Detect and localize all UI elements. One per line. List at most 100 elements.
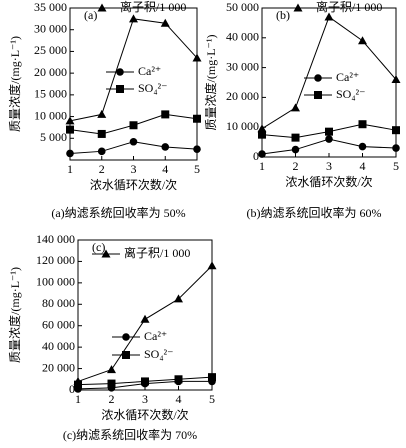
data-point xyxy=(97,129,106,138)
legend-label: Ca²⁺ xyxy=(138,64,161,78)
y-tick-label: 40 000 xyxy=(42,339,75,353)
data-point xyxy=(107,365,116,374)
data-point xyxy=(66,149,74,158)
y-tick-label: 120 000 xyxy=(36,253,75,267)
legend-marker xyxy=(122,351,130,359)
data-point xyxy=(192,53,202,62)
legend-label: SO₄²⁻ xyxy=(336,87,365,101)
legend-marker xyxy=(293,3,303,12)
y-tick-label: 25 000 xyxy=(34,43,67,57)
data-point xyxy=(257,124,267,133)
caption: (c)纳滤系统回收率为 70% xyxy=(63,427,197,442)
data-point xyxy=(129,137,138,146)
y-tick-label: 140 000 xyxy=(36,232,75,246)
data-point xyxy=(140,314,150,323)
legend-marker xyxy=(122,333,130,341)
y-tick-label: 100 000 xyxy=(36,275,75,289)
data-point xyxy=(129,121,138,130)
panel-label: (a) xyxy=(84,8,97,22)
data-point xyxy=(97,147,106,156)
legend-label: 离子积/1 000 xyxy=(124,245,190,260)
data-point xyxy=(160,18,170,27)
data-point xyxy=(141,377,149,386)
legend-label: SO₄²⁻ xyxy=(144,347,173,361)
caption: (b)纳滤系统回收率为 60% xyxy=(247,205,382,220)
data-point xyxy=(208,373,216,382)
legend-marker xyxy=(314,74,322,82)
y-axis-label: 质量浓度/(mg·L⁻¹) xyxy=(7,36,22,132)
legend-label: Ca²⁺ xyxy=(336,70,359,84)
data-point xyxy=(193,145,201,153)
data-point xyxy=(65,116,75,125)
x-axis-label: 浓水循环次数/次 xyxy=(285,174,372,189)
y-tick-label: 5 000 xyxy=(40,130,67,144)
x-tick-label: 3 xyxy=(142,392,148,406)
data-point xyxy=(358,120,367,129)
data-point xyxy=(129,14,138,23)
series-line xyxy=(69,18,198,122)
data-point xyxy=(66,125,74,134)
x-tick-label: 2 xyxy=(293,159,299,173)
x-tick-label: 4 xyxy=(176,392,182,406)
panel-label: (c) xyxy=(92,240,105,254)
x-tick-label: 4 xyxy=(162,162,168,176)
y-tick-label: 30 000 xyxy=(34,21,67,35)
legend-label: 离子积/1 000 xyxy=(120,0,186,14)
x-tick-label: 3 xyxy=(131,162,137,176)
legend-label: 离子积/1 000 xyxy=(316,0,382,14)
series-line xyxy=(77,265,213,382)
data-point xyxy=(258,150,266,158)
y-tick-label: 10 000 xyxy=(226,119,259,133)
data-point xyxy=(174,375,183,384)
data-point xyxy=(291,133,300,142)
y-axis-label: 质量浓度/(mg·L⁻¹) xyxy=(7,267,22,363)
y-tick-label: 20 000 xyxy=(226,89,259,103)
data-point xyxy=(193,114,201,123)
data-point xyxy=(392,144,400,152)
x-tick-label: 5 xyxy=(194,162,200,176)
data-point xyxy=(291,103,300,112)
data-point xyxy=(324,12,334,21)
data-point xyxy=(161,110,170,119)
legend-marker xyxy=(97,3,107,12)
data-point xyxy=(358,142,367,151)
x-tick-label: 5 xyxy=(209,392,215,406)
data-point xyxy=(97,109,107,118)
y-tick-label: 20 000 xyxy=(42,360,75,374)
data-point xyxy=(325,127,333,136)
x-tick-label: 3 xyxy=(326,159,332,173)
data-point xyxy=(107,379,116,388)
x-tick-label: 1 xyxy=(67,162,73,176)
legend-marker xyxy=(314,91,322,99)
y-tick-label: 0 xyxy=(69,382,75,396)
y-tick-label: 35 000 xyxy=(34,0,67,14)
legend-marker xyxy=(116,85,124,93)
y-tick-label: 40 000 xyxy=(226,30,259,44)
y-tick-label: 20 000 xyxy=(34,65,67,79)
data-point xyxy=(392,126,400,135)
data-point xyxy=(174,294,183,303)
y-tick-label: 15 000 xyxy=(34,87,67,101)
legend-marker xyxy=(101,249,111,258)
y-tick-label: 60 000 xyxy=(42,317,75,331)
data-point xyxy=(258,130,266,139)
x-tick-label: 4 xyxy=(360,159,366,173)
x-axis-label: 浓水循环次数/次 xyxy=(90,177,177,192)
plot-frame xyxy=(69,7,198,161)
data-point xyxy=(358,36,367,45)
x-tick-label: 2 xyxy=(109,392,115,406)
x-axis-label: 浓水循环次数/次 xyxy=(101,407,188,422)
x-tick-label: 5 xyxy=(393,159,399,173)
panel-label: (b) xyxy=(276,8,290,22)
y-tick-label: 30 000 xyxy=(226,59,259,73)
y-tick-label: 10 000 xyxy=(34,108,67,122)
y-axis-label: 质量浓度/(mg·L⁻¹) xyxy=(203,35,218,131)
y-tick-label: 80 000 xyxy=(42,296,75,310)
caption: (a)纳滤系统回收率为 50% xyxy=(51,205,185,220)
x-tick-label: 1 xyxy=(75,392,81,406)
series-line xyxy=(261,16,397,130)
data-point xyxy=(325,135,333,143)
data-point xyxy=(207,261,217,270)
data-point xyxy=(391,75,401,84)
